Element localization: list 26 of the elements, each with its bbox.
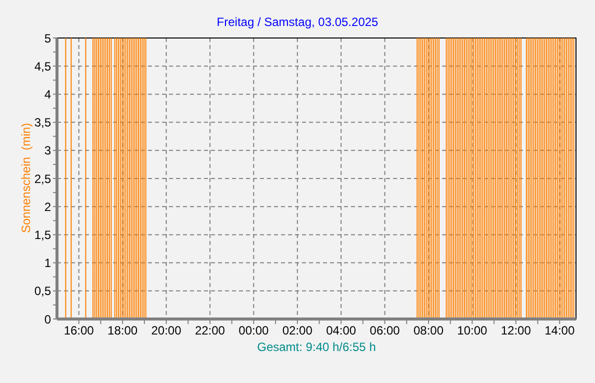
x-tick-label: 10:00 bbox=[457, 324, 488, 338]
y-tick-label: 4 bbox=[44, 87, 52, 102]
x-tick-label: 06:00 bbox=[370, 324, 400, 338]
text: Gesamt: 9:40 h/6:55 h bbox=[256, 340, 377, 354]
y-tick-label: 3 bbox=[44, 144, 52, 158]
x-tick-label: 20:00 bbox=[151, 324, 182, 338]
x-tick-label: 16:00 bbox=[64, 324, 94, 338]
x-tick-label: 14:00 bbox=[544, 324, 575, 338]
y-tick-label: 2 bbox=[44, 200, 52, 214]
x-tick-label: 22:00 bbox=[194, 324, 226, 338]
y-tick-label: 2,5 bbox=[34, 172, 52, 186]
y-tick-label: 5 bbox=[44, 31, 52, 46]
y-tick-label: 0,5 bbox=[34, 284, 52, 298]
x-tick-label: 08:00 bbox=[413, 324, 444, 338]
y-tick-label: 1,5 bbox=[34, 228, 52, 242]
x-tick-label: 04:00 bbox=[326, 324, 356, 338]
x-tick-label: 00:00 bbox=[238, 324, 270, 338]
y-tick-label: 1 bbox=[44, 256, 52, 270]
y-tick-label: 0 bbox=[44, 312, 52, 326]
chart-title: Freitag / Samstag, 03.05.2025 bbox=[216, 15, 380, 29]
y-tick-label: 4,5 bbox=[34, 59, 52, 74]
y-axis-title: Sonnenschein (min) bbox=[19, 122, 33, 234]
x-tick-label: 18:00 bbox=[108, 324, 138, 338]
x-tick-label: 02:00 bbox=[282, 324, 313, 338]
x-tick-label: 12:00 bbox=[500, 324, 532, 338]
y-tick-label: 3,5 bbox=[34, 116, 52, 130]
